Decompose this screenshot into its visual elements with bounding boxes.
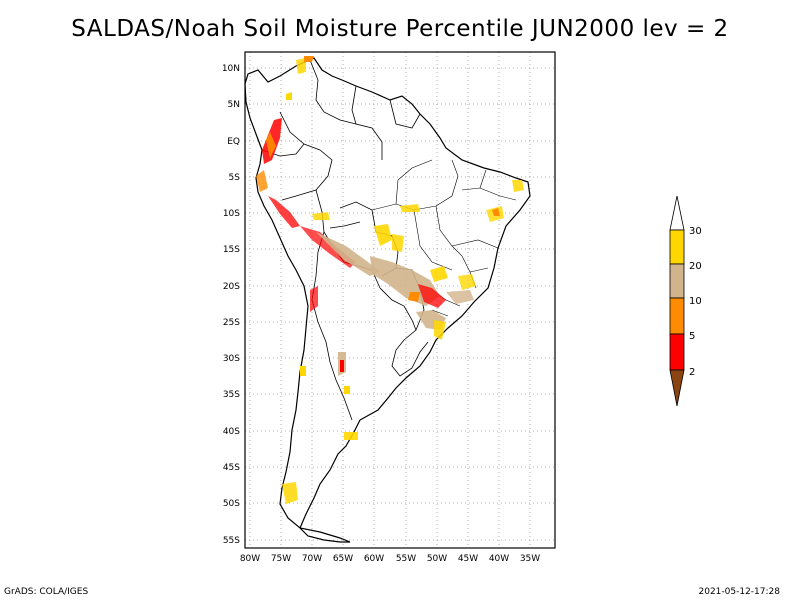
lat-tick-label: 10N bbox=[222, 64, 240, 74]
lat-tick-label: 10S bbox=[223, 209, 240, 219]
south-america-coastline bbox=[244, 57, 531, 543]
colorbar-label: 5 bbox=[689, 331, 695, 342]
colorbar-swatch-20-30 bbox=[669, 229, 685, 265]
lat-tick-label: EQ bbox=[227, 137, 240, 147]
lat-tick-label: 5S bbox=[229, 173, 241, 183]
lat-tick-label: 55S bbox=[223, 536, 240, 546]
lon-tick-label: 35W bbox=[520, 554, 540, 564]
lon-tick-label: 50W bbox=[427, 554, 447, 564]
lat-tick-label: 50S bbox=[223, 499, 240, 509]
lon-tick-label: 70W bbox=[302, 554, 322, 564]
colorbar-legend bbox=[669, 195, 685, 407]
chart-title: SALDAS/Noah Soil Moisture Percentile JUN… bbox=[71, 16, 729, 42]
colorbar-swatch-above-30 bbox=[669, 195, 685, 231]
plot-frame bbox=[244, 51, 556, 549]
lat-tick-label: 20S bbox=[223, 282, 240, 292]
lat-tick-label: 45S bbox=[223, 463, 240, 473]
lon-tick-label: 45W bbox=[458, 554, 478, 564]
lon-tick-label: 75W bbox=[271, 554, 291, 564]
latitude-axis: 10N 5N EQ 5S 10S 15S 20S 25S 30S 35S 40S… bbox=[222, 64, 240, 546]
lat-tick-label: 40S bbox=[223, 427, 240, 437]
lat-tick-label: 5N bbox=[228, 100, 240, 110]
grads-credit: GrADS: COLA/IGES bbox=[4, 587, 89, 597]
colorbar-label: 20 bbox=[689, 261, 702, 272]
colorbar-label: 30 bbox=[689, 226, 702, 237]
gridlines bbox=[245, 52, 555, 548]
colorbar-labels: 30 20 10 5 2 bbox=[689, 226, 702, 378]
lon-tick-label: 40W bbox=[489, 554, 509, 564]
colorbar-swatch-2-5 bbox=[669, 333, 685, 371]
lon-tick-label: 55W bbox=[396, 554, 416, 564]
lat-tick-label: 30S bbox=[223, 354, 240, 364]
lon-tick-label: 80W bbox=[240, 554, 260, 564]
colorbar-swatch-below-2 bbox=[669, 369, 685, 407]
colorbar-label: 10 bbox=[689, 296, 702, 307]
lat-tick-label: 25S bbox=[223, 318, 240, 328]
lon-tick-label: 60W bbox=[364, 554, 384, 564]
lat-tick-label: 15S bbox=[223, 245, 240, 255]
percentile-shading bbox=[256, 56, 524, 504]
colorbar-label: 2 bbox=[689, 367, 695, 378]
lon-tick-label: 65W bbox=[333, 554, 353, 564]
render-timestamp: 2021-05-12-17:28 bbox=[698, 587, 781, 597]
colorbar-swatch-10-20 bbox=[669, 263, 685, 299]
lat-tick-label: 35S bbox=[223, 390, 240, 400]
longitude-axis: 80W 75W 70W 65W 60W 55W 50W 45W 40W 35W bbox=[240, 554, 540, 564]
colorbar-swatch-5-10 bbox=[669, 297, 685, 335]
